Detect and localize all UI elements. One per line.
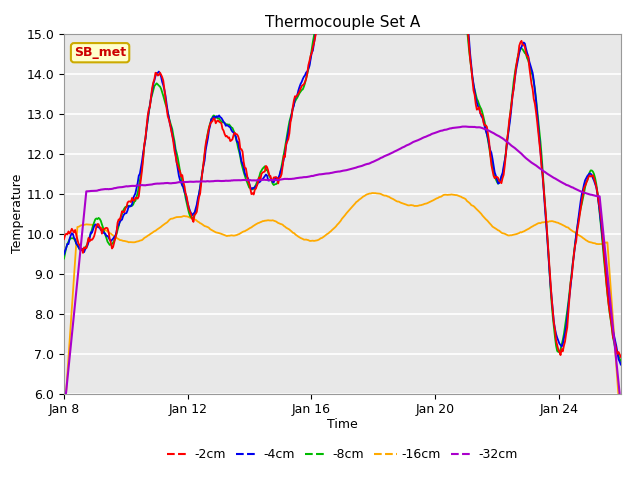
Legend: -2cm, -4cm, -8cm, -16cm, -32cm: -2cm, -4cm, -8cm, -16cm, -32cm xyxy=(162,443,523,466)
Title: Thermocouple Set A: Thermocouple Set A xyxy=(265,15,420,30)
Text: SB_met: SB_met xyxy=(74,46,126,59)
X-axis label: Time: Time xyxy=(327,418,358,431)
Y-axis label: Temperature: Temperature xyxy=(11,174,24,253)
